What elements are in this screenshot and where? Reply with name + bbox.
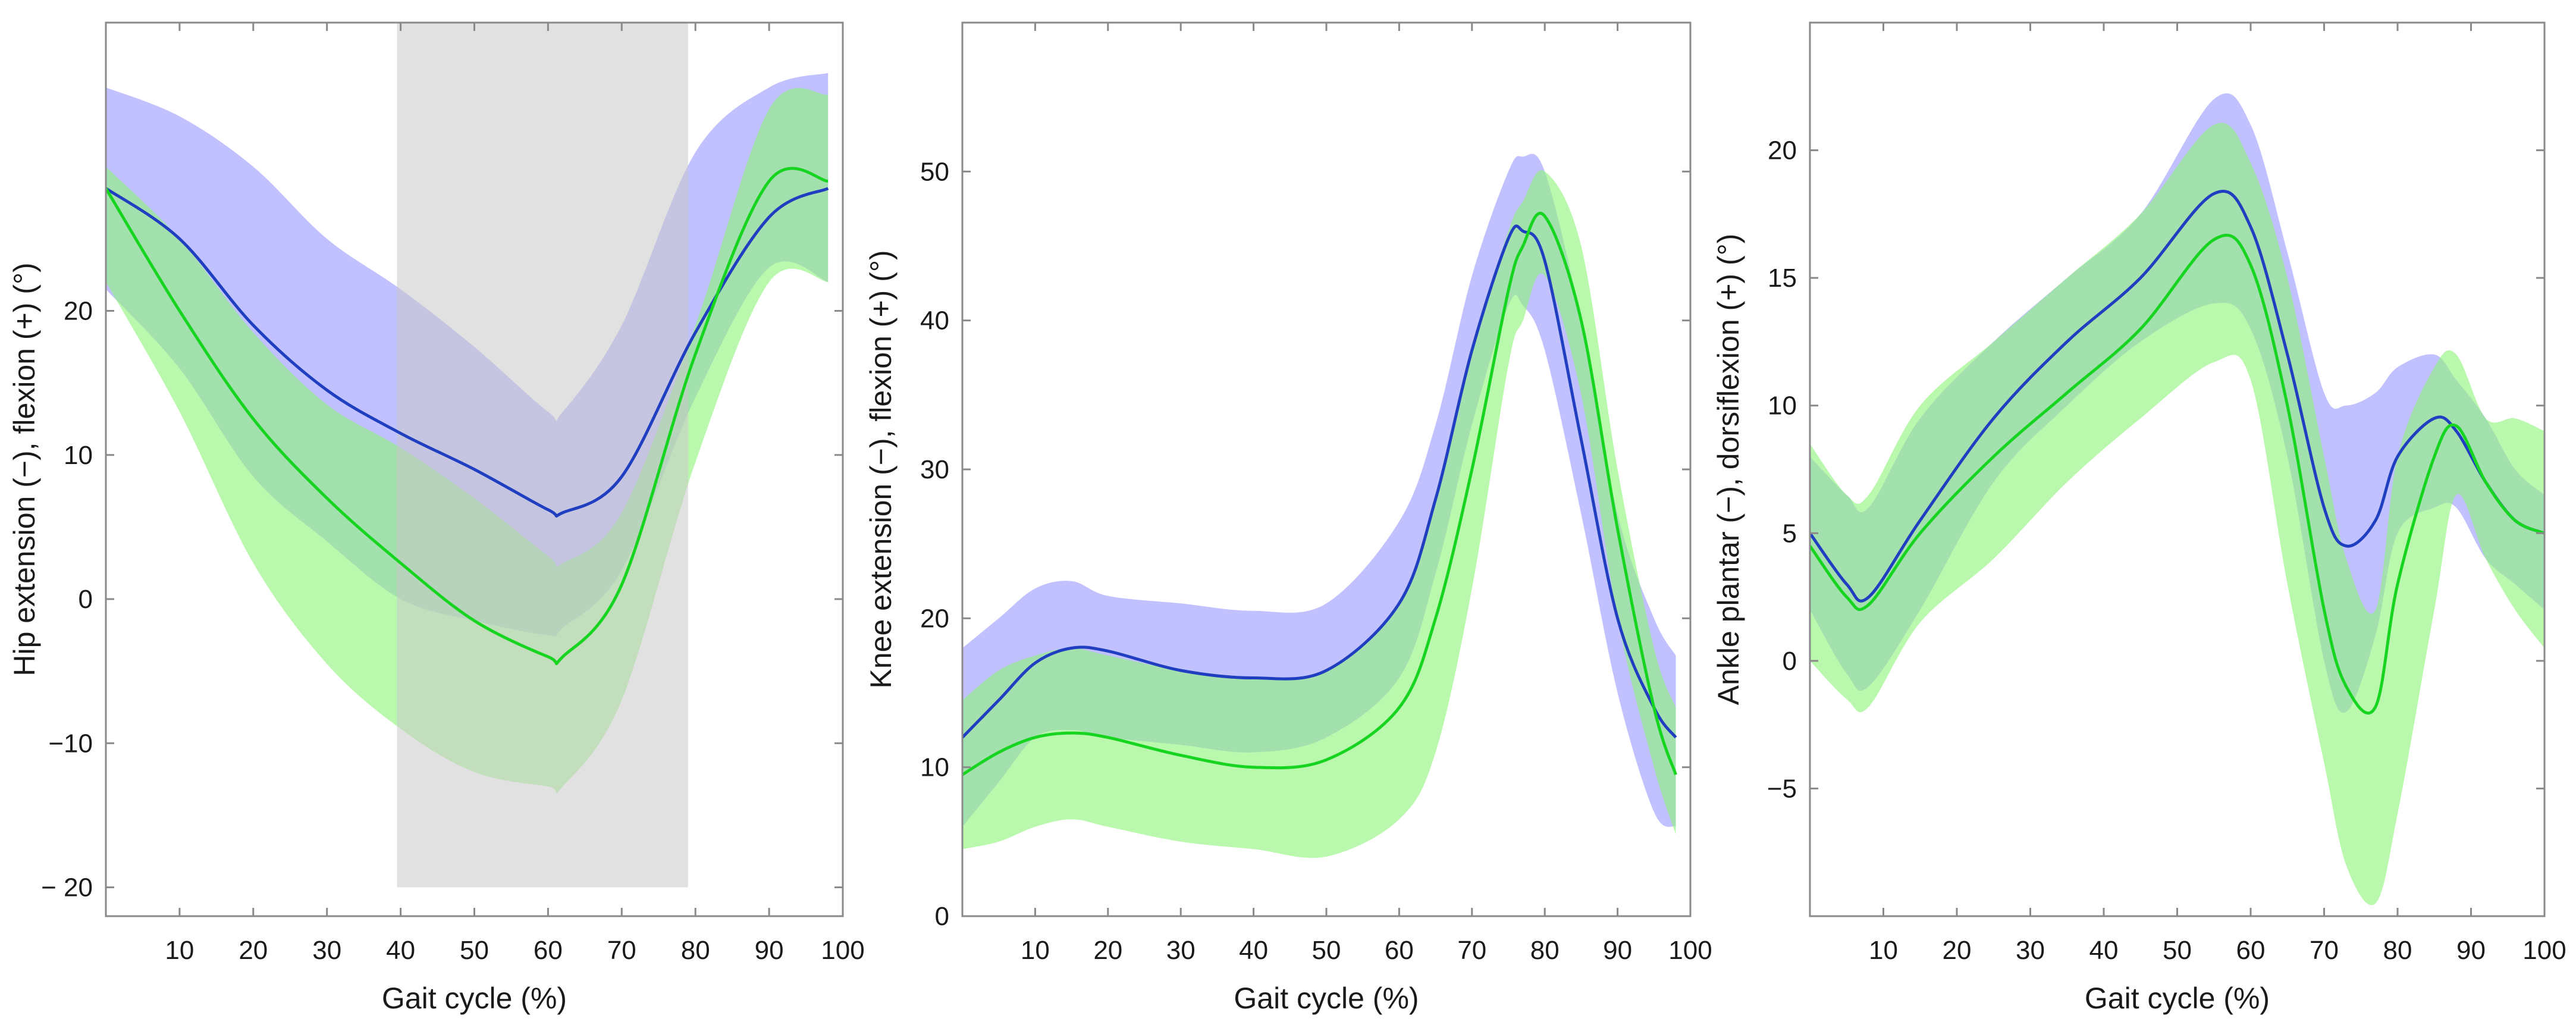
y-tick-label: 0 — [935, 902, 949, 931]
x-axis-title: Gait cycle (%) — [2085, 982, 2270, 1015]
group2-sd-band — [1810, 123, 2544, 905]
x-tick-label: 80 — [2383, 936, 2412, 965]
group2-mean-line — [962, 211, 1677, 776]
y-tick-label: 10 — [920, 753, 949, 782]
x-tick-label: 100 — [1668, 936, 1712, 965]
x-tick-label: 70 — [607, 936, 636, 965]
x-tick-label: 60 — [1385, 936, 1414, 965]
x-tick-label: 30 — [1166, 936, 1196, 965]
chart-panel-2: 10 20 30 40 50 60 70 80 90 100 0 10 20 30 40 50 Gait cyc… — [864, 21, 1712, 1015]
x-tick-label: 10 — [1869, 936, 1898, 965]
y-tick-label: 15 — [1768, 264, 1797, 293]
x-tick-label: 20 — [1943, 936, 1972, 965]
x-tick-label: 90 — [1603, 936, 1632, 965]
y-axis-title: Ankle plantar (−), dorsiflexion (+) (°) — [1712, 234, 1745, 706]
y-axis-title: Hip extension (−), flexion (+) (°) — [8, 262, 41, 676]
x-tick-label: 30 — [2016, 936, 2045, 965]
plot-area — [962, 153, 1677, 858]
y-tick-label: − 20 — [41, 873, 93, 902]
group2-mean-line — [106, 167, 829, 666]
x-tick-label: 40 — [2089, 936, 2119, 965]
x-tick-label: 50 — [2163, 936, 2192, 965]
y-axis-title: Knee extension (−), flexion (+) (°) — [864, 250, 898, 689]
y-tick-label: 10 — [64, 441, 93, 470]
group1-mean-line — [1810, 190, 2544, 603]
x-tick-label: 90 — [755, 936, 784, 965]
chart-panel-1: 10 20 30 40 50 60 70 80 90 100 − 20 −10 0 10 20 Gait cy… — [8, 21, 865, 1015]
y-tick-label: 5 — [1783, 519, 1797, 548]
y-tick-label: 20 — [64, 297, 93, 326]
x-tick-label: 20 — [239, 936, 268, 965]
x-tick-label: 20 — [1093, 936, 1122, 965]
y-tick-label: 0 — [1783, 647, 1797, 676]
x-tick-label: 40 — [386, 936, 415, 965]
x-tick-label: 70 — [2310, 936, 2339, 965]
x-axis-title: Gait cycle (%) — [382, 982, 567, 1015]
x-tick-label: 50 — [1312, 936, 1341, 965]
y-tick-label: 50 — [920, 157, 949, 186]
y-tick-label: 20 — [1768, 136, 1797, 165]
x-tick-label: 80 — [681, 936, 710, 965]
x-tick-label: 40 — [1239, 936, 1268, 965]
y-tick-label: 40 — [920, 306, 949, 336]
x-tick-label: 90 — [2456, 936, 2486, 965]
plot-area — [1810, 93, 2544, 905]
x-tick-label: 60 — [2236, 936, 2266, 965]
y-tick-label: 0 — [79, 585, 93, 614]
x-tick-label: 100 — [2522, 936, 2566, 965]
x-tick-label: 80 — [1530, 936, 1560, 965]
y-tick-label: −5 — [1767, 774, 1797, 803]
x-axis-title: Gait cycle (%) — [1234, 982, 1419, 1015]
x-tick-label: 70 — [1457, 936, 1486, 965]
group1-mean-line — [106, 187, 829, 518]
y-tick-label: 30 — [920, 455, 949, 484]
x-tick-label: 60 — [534, 936, 563, 965]
group1-sd-band — [1810, 93, 2544, 713]
group1-mean-line — [962, 224, 1677, 739]
y-tick-label: −10 — [48, 729, 93, 758]
x-tick-label: 100 — [821, 936, 864, 965]
highlight-region — [397, 23, 688, 888]
group2-mean-line — [1810, 233, 2544, 715]
plot-area — [106, 23, 829, 888]
x-tick-label: 30 — [312, 936, 341, 965]
chart-panel-3: 10 20 30 40 50 60 70 80 90 100 −5 0 5 10 15 20 Gait cycl… — [1712, 21, 2566, 1015]
x-tick-label: 10 — [165, 936, 194, 965]
x-tick-label: 50 — [460, 936, 489, 965]
x-tick-label: 10 — [1021, 936, 1050, 965]
y-tick-label: 20 — [920, 604, 949, 633]
y-tick-label: 10 — [1768, 391, 1797, 421]
